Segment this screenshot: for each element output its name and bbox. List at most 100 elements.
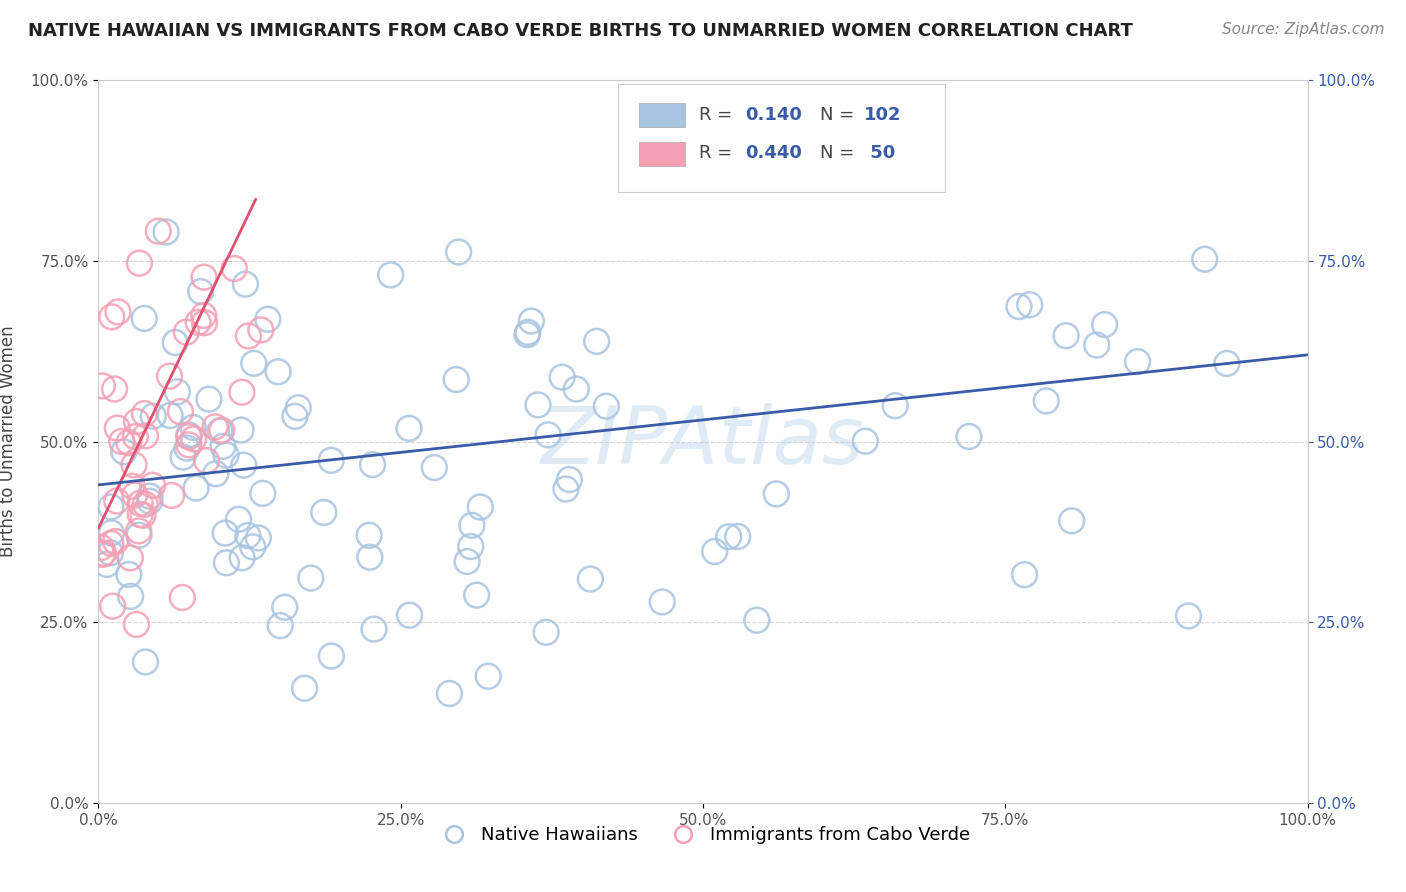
Text: 0.440: 0.440 [745,144,803,161]
Point [125,415,148,429]
Point [380,268,402,282]
Point [134,407,156,421]
Point [122,458,145,472]
Point [537,427,560,442]
Point [299,571,322,585]
Point [184,481,207,495]
Point [361,458,384,472]
Point [120,590,142,604]
Point [957,429,980,443]
Point [120,550,142,565]
Point [212,439,235,453]
Point [447,245,470,260]
Point [124,488,146,502]
Point [134,655,156,669]
Text: ZIPAtlas: ZIPAtlas [541,402,865,481]
Point [884,399,907,413]
Point [215,556,238,570]
Point [105,421,128,435]
Point [214,526,236,541]
Point [139,494,162,508]
Point [516,327,538,342]
Point [195,453,218,467]
Point [100,536,122,550]
Point [1094,318,1116,332]
Point [105,494,128,508]
Text: Source: ZipAtlas.com: Source: ZipAtlas.com [1222,22,1385,37]
Point [100,310,122,324]
Point [135,429,157,443]
Point [232,458,254,472]
Point [125,617,148,632]
Point [100,546,122,560]
Point [177,430,200,444]
Point [1085,338,1108,352]
Point [765,487,787,501]
Point [444,373,467,387]
Point [205,467,228,481]
Point [159,369,181,384]
Point [91,379,114,393]
Text: R =: R = [699,144,738,161]
Point [172,450,194,464]
Point [1194,252,1216,267]
Point [177,428,200,442]
Text: 102: 102 [863,106,901,124]
Point [312,505,335,519]
Point [124,430,146,444]
Point [267,365,290,379]
Text: 0.140: 0.140 [745,106,803,124]
Point [166,384,188,399]
Text: R =: R = [699,106,738,124]
FancyBboxPatch shape [638,142,685,166]
Point [100,525,122,540]
Legend: Native Hawaiians, Immigrants from Cabo Verde: Native Hawaiians, Immigrants from Cabo V… [429,819,977,852]
Point [565,382,588,396]
Point [321,453,343,467]
Text: 50: 50 [863,144,896,161]
Point [101,599,124,614]
Point [398,421,420,435]
Point [745,613,768,627]
Point [287,401,309,415]
Point [1216,356,1239,370]
Point [1018,298,1040,312]
Point [477,669,499,683]
Point [284,409,307,424]
Point [229,423,252,437]
Point [555,482,578,496]
Point [134,311,156,326]
Y-axis label: Births to Unmarried Women: Births to Unmarried Women [0,326,17,558]
Point [104,534,127,549]
Text: NATIVE HAWAIIAN VS IMMIGRANTS FROM CABO VERDE BIRTHS TO UNMARRIED WOMEN CORRELAT: NATIVE HAWAIIAN VS IMMIGRANTS FROM CABO … [28,22,1133,40]
Point [103,382,125,396]
Point [193,309,215,323]
Point [181,420,204,434]
Point [128,256,150,270]
Point [242,540,264,554]
Point [460,540,482,554]
Point [128,528,150,542]
Point [1008,300,1031,314]
Point [139,489,162,503]
Point [423,460,446,475]
Point [208,424,231,438]
Point [595,399,617,413]
Point [155,225,177,239]
Point [134,497,156,511]
Point [198,392,221,406]
Point [1054,328,1077,343]
Point [294,681,316,696]
Point [176,441,198,455]
Point [1060,514,1083,528]
Point [183,432,205,446]
Point [111,434,134,449]
Point [256,312,278,326]
Point [132,508,155,523]
Point [148,224,170,238]
Point [96,558,118,572]
Point [470,500,492,514]
Point [238,329,260,343]
Point [249,323,271,337]
Point [169,404,191,418]
